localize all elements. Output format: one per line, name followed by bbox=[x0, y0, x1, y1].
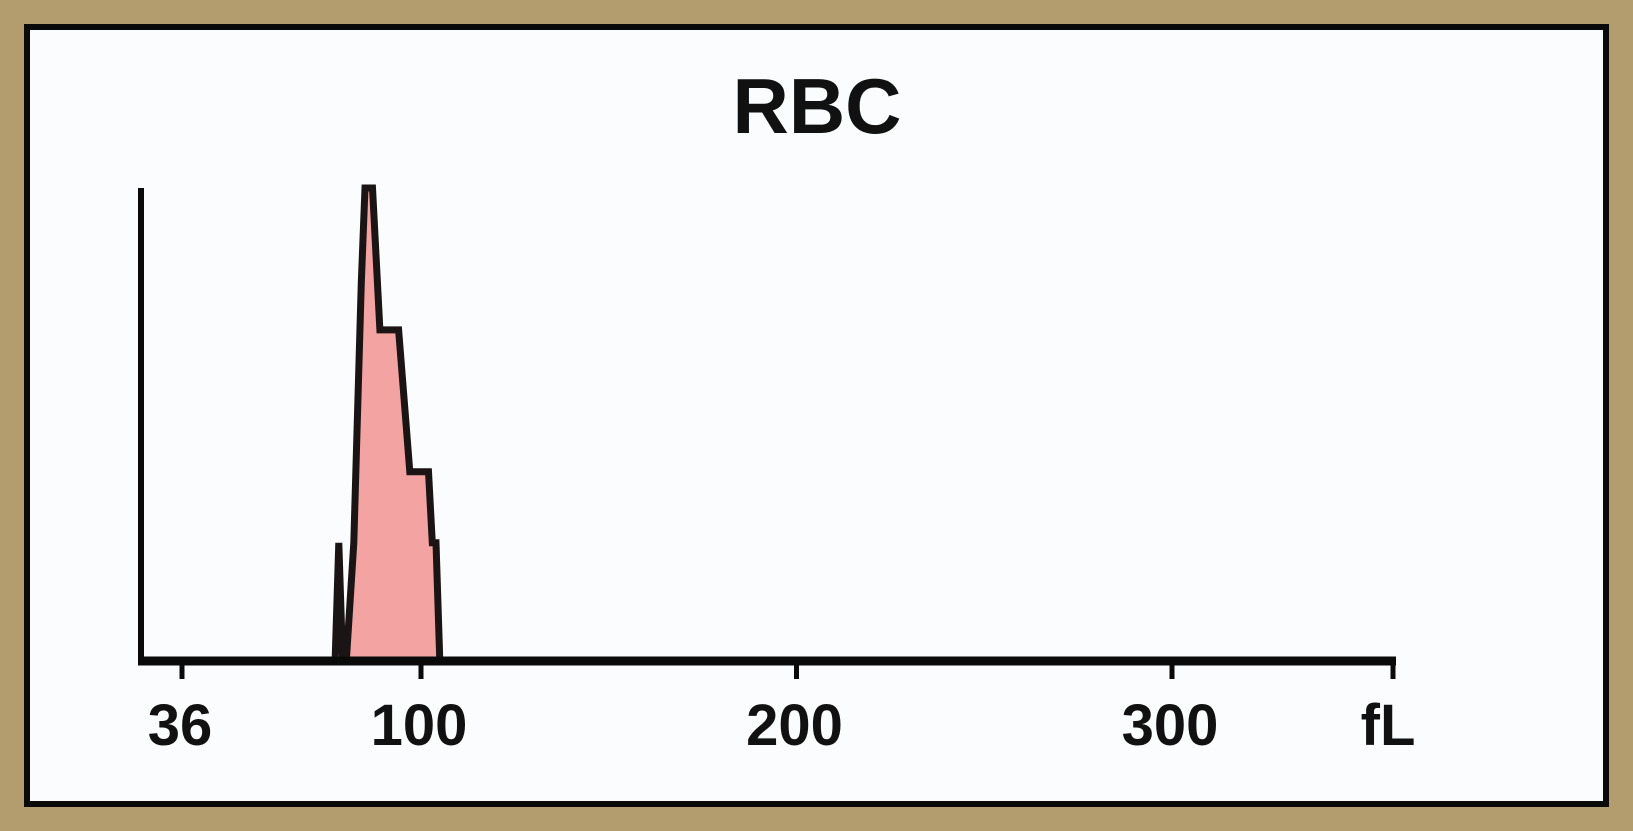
plot-area bbox=[331, 184, 444, 665]
x-axis-unit: fL bbox=[1361, 693, 1416, 758]
x-tick-label-300: 300 bbox=[1122, 693, 1219, 758]
chart-panel bbox=[24, 24, 1609, 807]
x-tick-label-100: 100 bbox=[371, 693, 468, 758]
x-tick-label-36: 36 bbox=[148, 693, 213, 758]
x-tick-label-200: 200 bbox=[746, 693, 843, 758]
chart-title: RBC bbox=[733, 62, 902, 150]
axes: 36 100 200 300 bbox=[138, 188, 1396, 758]
